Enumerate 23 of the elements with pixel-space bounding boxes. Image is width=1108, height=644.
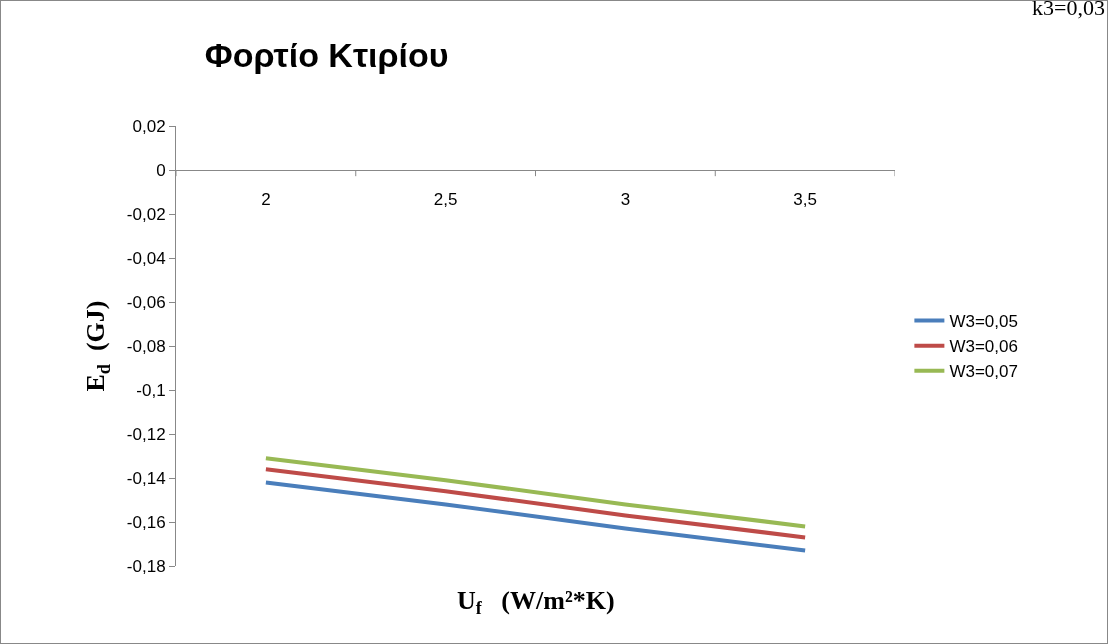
x-tick-label: 3,5	[793, 190, 817, 210]
y-tick-label: -0,16	[126, 512, 166, 532]
chart-title: Φορτίο Κτιρίου	[204, 36, 449, 75]
legend-label: W3=0,05	[949, 312, 1018, 332]
y-tick-label: -0,14	[126, 468, 166, 488]
line-series	[263, 480, 808, 553]
legend-label: W3=0,06	[949, 337, 1018, 357]
y-tick-label: -0,12	[126, 424, 166, 444]
y-tick-label: 0	[156, 160, 166, 180]
line-series	[263, 456, 808, 529]
x-tick-label: 2,5	[433, 190, 458, 210]
y-tick-label: -0,06	[126, 292, 166, 312]
y-tick-label: -0,08	[126, 336, 166, 356]
y-tick-label: -0,04	[126, 248, 166, 268]
x-tick-label: 2	[261, 190, 271, 210]
y-tick-label: -0,1	[136, 380, 166, 400]
y-tick-label: 0,02	[132, 116, 166, 136]
y-tick-label: -0,02	[126, 204, 166, 224]
legend-label: W3=0,07	[949, 362, 1018, 382]
x-tick-label: 3	[620, 190, 631, 210]
x-axis-title: U$_{f}$ (W/m²*K)	[457, 586, 615, 619]
line-series	[263, 467, 808, 540]
y-tick-label: -0,18	[126, 556, 166, 576]
